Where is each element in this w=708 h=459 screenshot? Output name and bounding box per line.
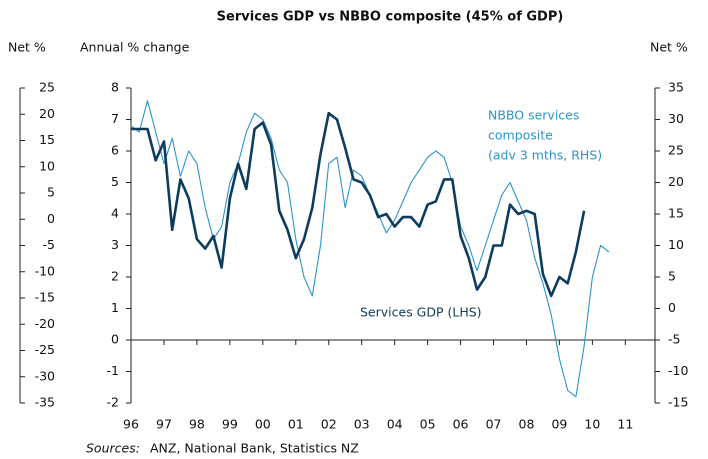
x-tick-label: 04 — [387, 417, 403, 432]
x-tick-label: 01 — [288, 417, 304, 432]
x-tick-label: 06 — [453, 417, 469, 432]
y2-tick-label: 30 — [668, 111, 684, 126]
y-tick-label: 2 — [111, 269, 119, 284]
y2-tick-label: 25 — [668, 143, 684, 158]
y2-axis-label: Net % — [650, 40, 688, 55]
annotation: Services GDP (LHS) — [360, 305, 482, 320]
y3-tick-label: 20 — [39, 106, 55, 121]
x-tick-label: 99 — [222, 417, 238, 432]
y3-tick-label: -20 — [35, 316, 55, 331]
y3-tick-label: 25 — [39, 80, 55, 95]
y-tick-label: 5 — [111, 174, 119, 189]
y2-tick-label: 15 — [668, 206, 684, 221]
y2-tick-label: 10 — [668, 237, 684, 252]
annotation: NBBO services — [488, 108, 579, 123]
y3-tick-label: 15 — [39, 132, 55, 147]
x-tick-label: 96 — [123, 417, 139, 432]
x-tick-label: 97 — [156, 417, 172, 432]
y2-tick-label: -15 — [668, 395, 688, 410]
x-tick-label: 02 — [321, 417, 337, 432]
x-tick-label: 00 — [255, 417, 271, 432]
series-line — [131, 111, 586, 298]
x-tick-label: 98 — [189, 417, 205, 432]
y3-tick-label: 5 — [47, 185, 55, 200]
y3-tick-label: 0 — [47, 211, 55, 226]
y2-tick-label: 0 — [668, 300, 676, 315]
y3-tick-label: -5 — [43, 237, 55, 252]
y-tick-label: 7 — [111, 111, 119, 126]
y3-axis-label: Net % — [8, 40, 46, 55]
y-tick-label: 6 — [111, 143, 119, 158]
x-tick-label: 05 — [420, 417, 436, 432]
x-tick-label: 09 — [551, 417, 567, 432]
series-line — [130, 100, 610, 398]
y-tick-label: 3 — [111, 237, 119, 252]
y2-tick-label: -10 — [668, 363, 688, 378]
y3-tick-label: -30 — [35, 368, 55, 383]
y3-tick-label: -35 — [35, 395, 55, 410]
y2-tick-label: 5 — [668, 269, 676, 284]
y-tick-label: 8 — [111, 80, 119, 95]
annotation: composite — [488, 128, 553, 143]
y-tick-label: 1 — [111, 300, 119, 315]
x-tick-label: 08 — [519, 417, 535, 432]
y2-tick-label: -5 — [668, 332, 680, 347]
x-tick-label: 10 — [584, 417, 600, 432]
y-axis-label: Annual % change — [80, 40, 190, 55]
y3-tick-label: -25 — [35, 342, 55, 357]
y3-tick-label: -15 — [35, 290, 55, 305]
chart-title: Services GDP vs NBBO composite (45% of G… — [217, 10, 564, 25]
y-tick-label: -1 — [107, 363, 119, 378]
y3-tick-label: -10 — [35, 263, 55, 278]
sources-label: Sources: — [86, 441, 140, 456]
y-tick-label: -2 — [107, 395, 119, 410]
annotation: (adv 3 mths, RHS) — [488, 148, 602, 163]
x-tick-label: 03 — [354, 417, 370, 432]
sources: ANZ, National Bank, Statistics NZ — [150, 441, 359, 456]
y2-tick-label: 20 — [668, 174, 684, 189]
y2-tick-label: 35 — [668, 80, 684, 95]
y3-tick-label: 10 — [39, 158, 55, 173]
y-tick-label: 0 — [111, 332, 119, 347]
x-tick-label: 11 — [617, 417, 633, 432]
x-tick-label: 07 — [486, 417, 502, 432]
y-tick-label: 4 — [111, 206, 119, 221]
